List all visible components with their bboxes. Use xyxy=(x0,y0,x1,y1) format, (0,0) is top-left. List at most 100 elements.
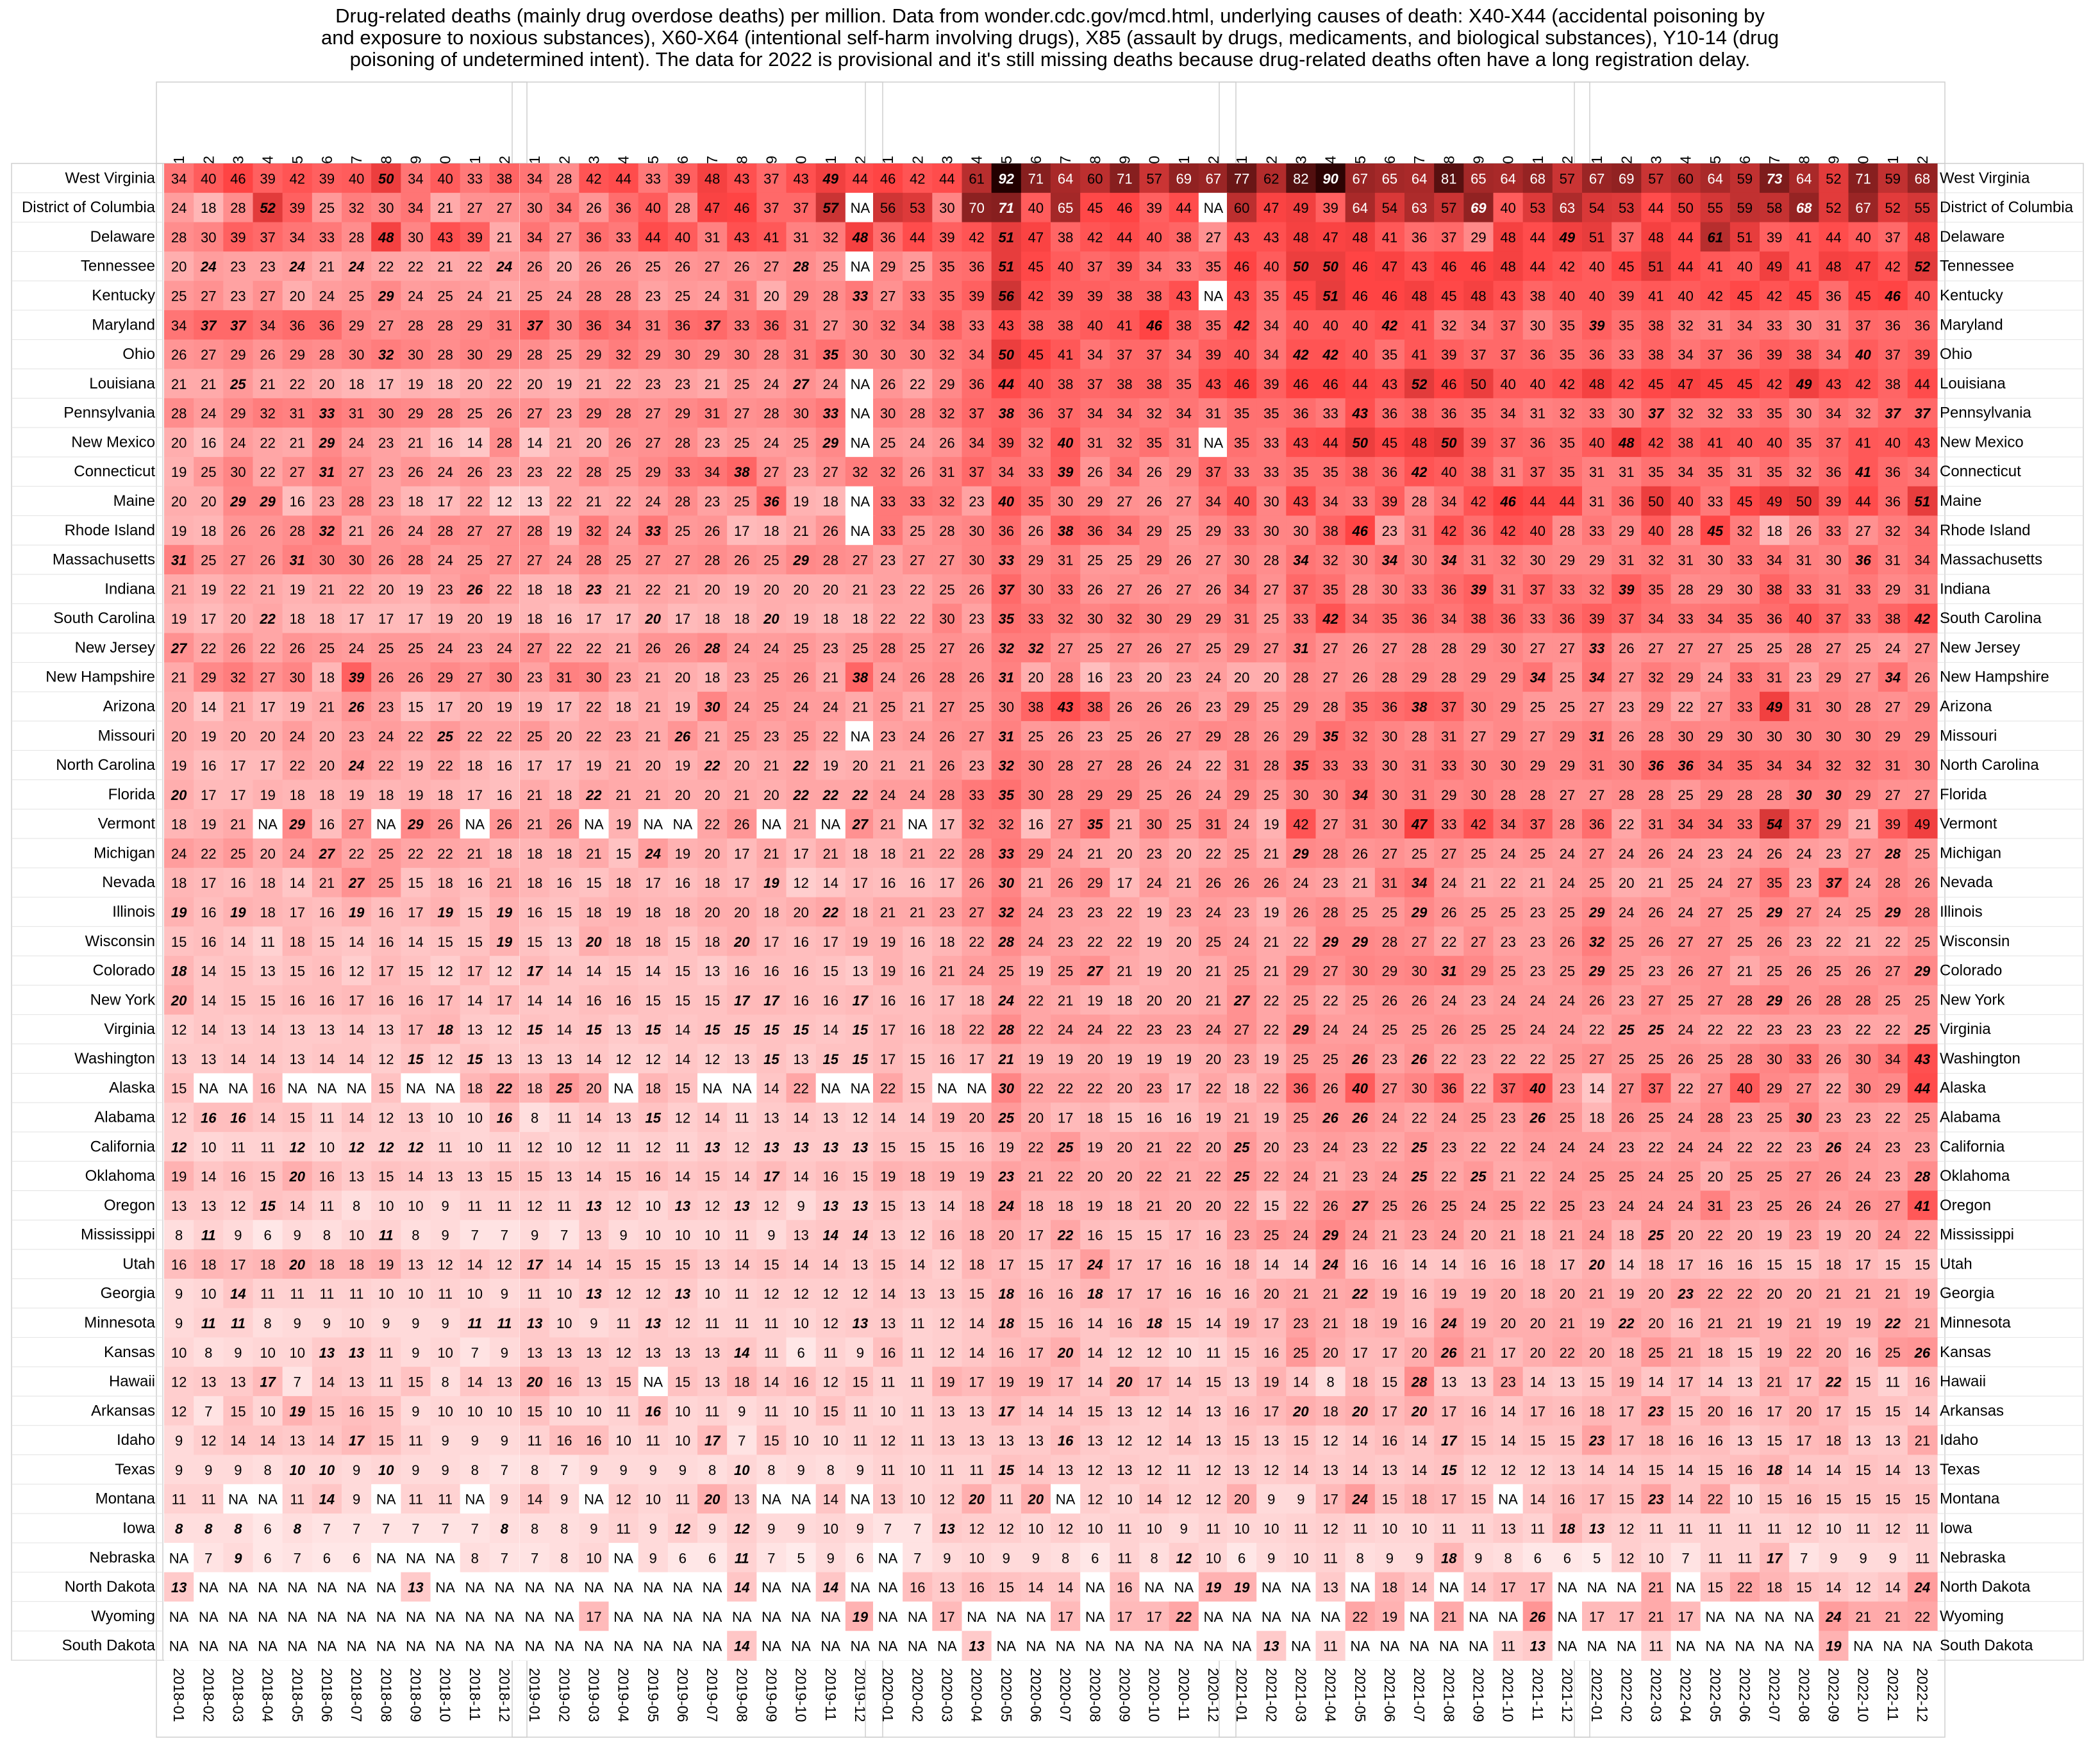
cell-value-label: 12 xyxy=(171,1022,187,1038)
cell-value-label: 12 xyxy=(527,1198,542,1214)
cell-value-label: 40 xyxy=(1322,317,1338,333)
cell-value-label: 25 xyxy=(1619,963,1634,979)
cell-value-label: 8 xyxy=(175,1228,183,1244)
cell-value-label: 22 xyxy=(1589,1022,1604,1038)
cell-value-label: 26 xyxy=(1678,963,1693,979)
cell-value-label: 27 xyxy=(969,728,984,744)
cell-value-label: NA xyxy=(317,1081,337,1097)
cell-value-label: 39 xyxy=(319,171,335,187)
cell-value-label: 17 xyxy=(1058,1110,1073,1126)
cell-value-label: 17 xyxy=(646,875,661,891)
cell-value-label: 28 xyxy=(1441,640,1456,656)
cell-value-label: 40 xyxy=(1560,288,1575,304)
cell-value-label: 28 xyxy=(1058,787,1073,803)
cell-value-label: 23 xyxy=(1412,1228,1427,1244)
cell-value-label: 24 xyxy=(1206,787,1221,803)
cell-value-label: 25 xyxy=(556,1081,572,1097)
cell-value-label: 14 xyxy=(230,1051,246,1067)
cell-value-label: 14 xyxy=(586,1256,601,1272)
state-label-left: Missouri xyxy=(98,727,155,744)
cell-value-label: NA xyxy=(465,817,485,833)
x-tick-label-bottom: 2019-05 xyxy=(645,1668,662,1722)
cell-value-label: 27 xyxy=(1885,1198,1901,1214)
cell-value-label: 65 xyxy=(1382,171,1397,187)
cell-value-label: 24 xyxy=(1234,817,1249,833)
cell-value-label: 24 xyxy=(1648,1169,1663,1185)
cell-value-label: 34 xyxy=(556,200,572,216)
cell-value-label: 37 xyxy=(1826,611,1841,627)
cell-value-label: 25 xyxy=(319,200,335,216)
cell-value-label: 25 xyxy=(763,670,779,686)
cell-value-label: 40 xyxy=(1293,317,1308,333)
cell-value-label: 26 xyxy=(230,523,246,539)
cell-value-label: 22 xyxy=(1206,758,1221,774)
cell-value-label: 27 xyxy=(1058,817,1073,833)
cell-value-label: 38 xyxy=(1796,347,1812,363)
cell-value-label: 11 xyxy=(497,1198,512,1214)
cell-value-label: 25 xyxy=(201,553,216,569)
cell-value-label: 44 xyxy=(1117,229,1132,246)
cell-value-label: 28 xyxy=(319,347,335,363)
cell-value-label: 32 xyxy=(969,817,984,833)
cell-value-label: 51 xyxy=(1589,229,1604,246)
cell-value-label: 26 xyxy=(1619,728,1634,744)
cell-value-label: 54 xyxy=(1767,817,1782,833)
cell-value-label: 33 xyxy=(1263,435,1279,451)
cell-value-label: 25 xyxy=(763,699,779,715)
cell-value-label: 25 xyxy=(646,259,661,275)
cell-value-label: 25 xyxy=(880,699,896,715)
cell-value-label: 40 xyxy=(1589,259,1604,275)
cell-value-label: 18 xyxy=(969,992,984,1008)
cell-value-label: 43 xyxy=(1915,435,1930,451)
cell-value-label: 27 xyxy=(1117,494,1132,510)
cell-value-label: NA xyxy=(908,817,928,833)
heatmap-cell xyxy=(460,192,490,223)
x-tick-label-bottom: 2022-07 xyxy=(1766,1668,1783,1722)
cell-value-label: 34 xyxy=(1117,523,1132,539)
cell-value-label: 23 xyxy=(1146,1022,1162,1038)
cell-value-label: 29 xyxy=(1441,787,1456,803)
cell-value-label: 28 xyxy=(675,435,690,451)
cell-value-label: 16 xyxy=(467,875,483,891)
cell-value-label: 34 xyxy=(615,317,631,333)
x-tick-label-bottom: 2018-12 xyxy=(496,1668,513,1722)
cell-value-label: 24 xyxy=(763,376,779,392)
cell-value-label: 17 xyxy=(556,758,572,774)
cell-value-label: 15 xyxy=(1117,1228,1132,1244)
cell-value-label: 26 xyxy=(1589,992,1604,1008)
cell-value-label: 26 xyxy=(1826,1169,1841,1185)
cell-value-label: 16 xyxy=(1058,1286,1073,1302)
cell-value-label: 7 xyxy=(501,1228,508,1244)
cell-value-label: 27 xyxy=(1708,934,1723,950)
state-label-left: Alaska xyxy=(109,1079,156,1097)
cell-value-label: 11 xyxy=(616,1139,631,1155)
cell-value-label: 28 xyxy=(1322,699,1338,715)
cell-value-label: 50 xyxy=(1678,200,1693,216)
cell-value-label: 18 xyxy=(675,904,690,921)
cell-value-label: 22 xyxy=(1176,1139,1192,1155)
cell-value-label: 30 xyxy=(201,229,216,246)
cell-value-label: 25 xyxy=(734,376,749,392)
cell-value-label: 22 xyxy=(1117,934,1132,950)
heatmap-cell xyxy=(1552,163,1583,194)
state-label-right: Florida xyxy=(1940,786,1987,803)
cell-value-label: 44 xyxy=(939,171,954,187)
cell-value-label: 25 xyxy=(1915,1110,1930,1126)
state-label-right: Arizona xyxy=(1940,698,1992,715)
cell-value-label: 25 xyxy=(378,846,394,862)
cell-value-label: 21 xyxy=(1028,1169,1044,1185)
heatmap-cell xyxy=(1848,163,1879,194)
cell-value-label: 21 xyxy=(1263,934,1279,950)
cell-value-label: 26 xyxy=(1412,1198,1427,1214)
cell-value-label: 33 xyxy=(1589,640,1604,656)
cell-value-label: 34 xyxy=(1293,553,1308,569)
cell-value-label: 32 xyxy=(999,640,1015,656)
cell-value-label: 29 xyxy=(1560,758,1575,774)
cell-value-label: 27 xyxy=(646,435,661,451)
cell-value-label: 41 xyxy=(1382,229,1397,246)
chart-title-line-1: Drug-related deaths (mainly drug overdos… xyxy=(0,5,2100,27)
heatmap-cell xyxy=(312,163,342,194)
heatmap-cell xyxy=(430,192,461,223)
cell-value-label: 11 xyxy=(467,1198,482,1214)
